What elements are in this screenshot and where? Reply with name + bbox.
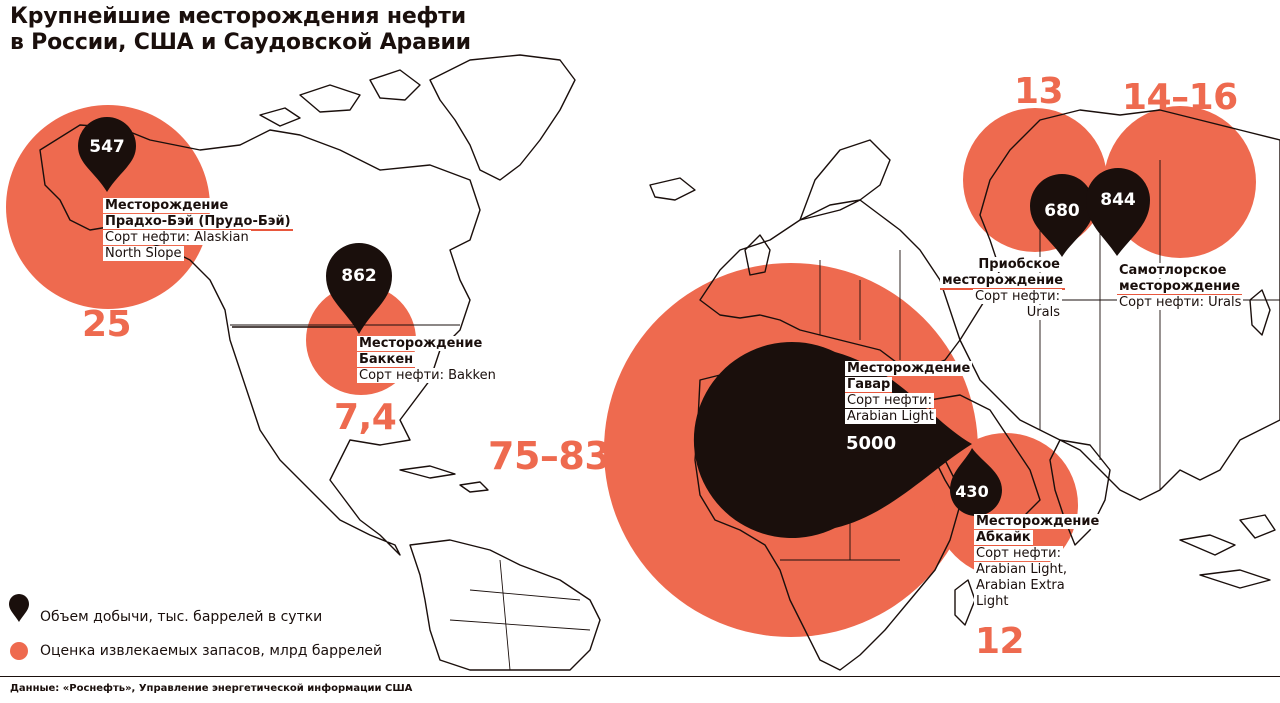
reserves-value-priobskoye: 13 (1014, 71, 1064, 112)
field-label-samotlor-line1: Самотлорское (1117, 263, 1229, 278)
reserves-value-samotlor: 14–16 (1122, 77, 1238, 118)
field-label-samotlor-line2: месторождение (1117, 279, 1243, 296)
japan-outline (1249, 289, 1271, 336)
legend-pin-icon (9, 594, 29, 622)
field-label-priobskoye: Приобское месторождение Сорт нефти: Ural… (940, 257, 1066, 321)
production-pin-samotlor (1086, 168, 1150, 256)
field-label-priobskoye-line4: Urals (1024, 305, 1062, 320)
field-label-prudhoe-line4: North Slope (103, 246, 184, 261)
arctic-islands-outline (259, 69, 421, 127)
field-label-samotlor: Самотлорское месторождение Сорт нефти: U… (1117, 263, 1244, 311)
europe-outline (699, 199, 961, 371)
production-value-samotlor: 844 (1100, 190, 1136, 210)
field-label-ghawar-line2: Гавар (845, 377, 893, 394)
production-pin-bakken (326, 243, 392, 334)
field-label-bakken-line2: Баккен (357, 352, 416, 369)
map-title: Крупнейшие месторождения нефти в России,… (10, 4, 471, 56)
reserves-circle-priobskoye (963, 108, 1107, 252)
map-title-line2: в России, США и Саудовской Аравии (10, 30, 471, 55)
north-america-outline (39, 124, 481, 556)
reserves-value-prudhoe: 25 (82, 304, 132, 345)
map-title-line1: Крупнейшие месторождения нефти (10, 4, 466, 29)
footer-rule (0, 676, 1280, 677)
field-label-bakken: Месторождение Баккен Сорт нефти: Bakken (357, 336, 498, 384)
production-value-priobskoye: 680 (1044, 201, 1080, 221)
legend-circle-icon (10, 642, 28, 660)
field-label-prudhoe-line3: Сорт нефти: Alaskian (103, 230, 251, 245)
reserves-value-bakken: 7,4 (334, 397, 397, 438)
field-label-prudhoe: Месторождение Прадхо-Бэй (Прудо-Бэй) Сор… (103, 198, 293, 262)
field-label-ghawar: Месторождение Гавар Сорт нефти: Arabian … (845, 361, 973, 425)
field-label-bakken-line3: Сорт нефти: Bakken (357, 368, 498, 383)
production-pin-abqaiq (950, 448, 1002, 516)
iceland-outline (649, 177, 696, 201)
field-label-prudhoe-line2: Прадхо-Бэй (Прудо-Бэй) (103, 214, 293, 231)
field-label-ghawar-line4: Arabian Light (845, 409, 936, 424)
field-label-abqaiq-line3: Сорт нефти: (974, 546, 1064, 561)
field-label-bakken-line1: Месторождение (357, 336, 485, 351)
production-value-bakken: 862 (341, 266, 377, 286)
field-label-abqaiq-line6: Light (974, 594, 1011, 609)
greenland-outline (429, 54, 576, 181)
legend-production: Объем добычи, тыс. баррелей в сутки (40, 609, 323, 625)
madagascar-outline (954, 579, 976, 626)
reserves-value-ghawar: 75–83 (488, 434, 611, 478)
legend-reserves: Оценка извлекаемых запасов, млрд барреле… (40, 643, 383, 659)
field-label-abqaiq-line4: Arabian Light, (974, 562, 1069, 577)
field-label-abqaiq-line1: Месторождение (974, 514, 1102, 529)
production-value-prudhoe: 547 (89, 137, 125, 157)
se-asia-islands-outline (1179, 514, 1276, 589)
production-pin-ghawar (693, 342, 972, 539)
field-label-ghawar-line1: Месторождение (845, 361, 973, 376)
production-value-ghawar: 5000 (846, 433, 897, 454)
field-label-abqaiq-line2: Абкайк (974, 530, 1033, 547)
production-value-abqaiq: 430 (955, 482, 989, 501)
production-pin-priobskoye (1030, 174, 1094, 257)
field-label-abqaiq: Месторождение Абкайк Сорт нефти: Arabian… (974, 514, 1102, 610)
scandinavia-outline (799, 139, 891, 221)
field-label-priobskoye-line2: месторождение (940, 273, 1066, 290)
uk-outline (744, 234, 771, 276)
field-label-priobskoye-line1: Приобское (976, 257, 1062, 272)
south-america-outline (409, 539, 601, 671)
field-label-samotlor-line3: Сорт нефти: Urals (1117, 295, 1244, 310)
field-label-abqaiq-line5: Arabian Extra (974, 578, 1067, 593)
caribbean-outline (399, 465, 489, 493)
source-note: Данные: «Роснефть», Управление энергетич… (10, 683, 413, 694)
field-label-priobskoye-line3: Сорт нефти: (972, 289, 1062, 304)
production-pins (78, 117, 1150, 539)
production-pin-prudhoe (78, 117, 136, 192)
reserves-value-abqaiq: 12 (975, 621, 1025, 662)
field-label-prudhoe-line1: Месторождение (103, 198, 231, 213)
field-label-ghawar-line3: Сорт нефти: (845, 393, 935, 408)
